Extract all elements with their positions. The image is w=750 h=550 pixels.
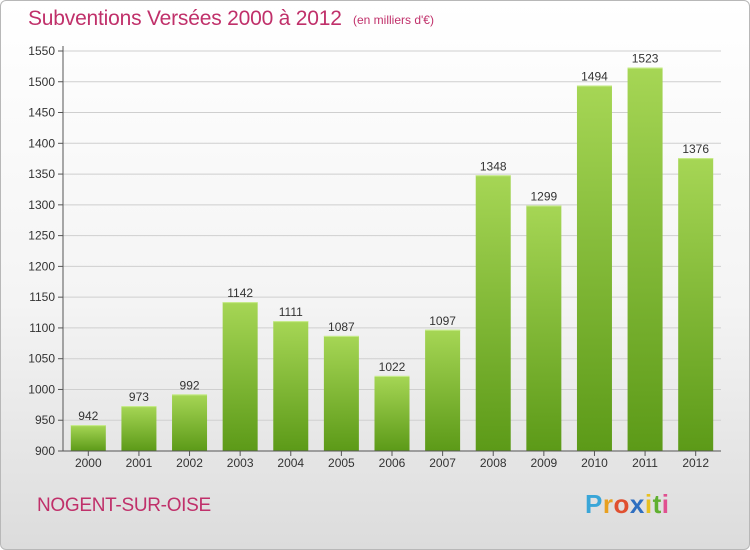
logo-letter: i — [644, 489, 653, 519]
x-tick-label-2003: 2003 — [227, 456, 254, 470]
bar-2006 — [374, 375, 410, 451]
data-labels: 942 973 992 1142 1111 1087 1022 1097 1348 1299 149… — [78, 52, 709, 424]
data-label-2005: 1087 — [328, 320, 355, 334]
data-label-2006: 1022 — [379, 360, 406, 374]
y-tick-label: 1200 — [28, 259, 55, 273]
x-tick-label-2000: 2000 — [75, 456, 102, 470]
x-tick-label-2011: 2011 — [632, 456, 658, 470]
x-tick-label-2006: 2006 — [379, 456, 406, 470]
data-label-2000: 942 — [78, 409, 98, 423]
data-label-2001: 973 — [129, 390, 149, 404]
data-label-2012: 1376 — [682, 142, 709, 156]
y-tick-label: 1050 — [28, 352, 55, 366]
y-tick-label: 1400 — [28, 136, 55, 150]
data-label-2003: 1142 — [227, 286, 253, 300]
bar-2004 — [273, 321, 309, 451]
data-label-2004: 1111 — [279, 305, 303, 319]
data-label-2007: 1097 — [429, 314, 456, 328]
bar-2010 — [576, 85, 612, 451]
y-tick-label: 1450 — [28, 106, 55, 120]
x-axis-ticks: 2000 2001 2002 2003 2004 2005 2006 2007 2008 2009… — [75, 451, 709, 470]
x-tick-label-2012: 2012 — [682, 456, 709, 470]
data-label-2009: 1299 — [530, 189, 557, 203]
y-tick-label: 1550 — [28, 44, 55, 58]
logo-letter: P — [585, 489, 603, 519]
y-tick-label: 1000 — [28, 382, 55, 396]
data-label-2008: 1348 — [480, 159, 507, 173]
chart-subtitle: (en milliers d'€) — [353, 13, 434, 27]
y-tick-label: 900 — [35, 444, 55, 458]
data-label-2011: 1523 — [632, 52, 659, 66]
data-label-2010: 1494 — [581, 69, 608, 83]
y-tick-label: 1350 — [28, 167, 55, 181]
logo-letter: t — [652, 489, 662, 519]
bar-2012 — [678, 158, 714, 452]
x-tick-label-2010: 2010 — [581, 456, 608, 470]
y-tick-label: 1150 — [29, 290, 55, 304]
x-tick-label-2009: 2009 — [530, 456, 557, 470]
x-tick-label-2005: 2005 — [328, 456, 355, 470]
bar-2011 — [627, 67, 663, 451]
bar-2009 — [526, 205, 562, 451]
bar-2003 — [222, 302, 258, 451]
y-tick-label: 1300 — [28, 198, 55, 212]
logo-letter: i — [661, 489, 670, 519]
commune-name: NOGENT-SUR-OISE — [37, 495, 211, 516]
x-tick-label-2004: 2004 — [277, 456, 304, 470]
bar-2001 — [121, 406, 157, 451]
y-tick-label: 1500 — [28, 75, 55, 89]
bar-2008 — [475, 175, 511, 452]
y-tick-label: 1250 — [28, 229, 55, 243]
bar-2002 — [172, 394, 208, 451]
logo-letter: x — [629, 489, 645, 519]
axes — [62, 46, 721, 452]
y-tick-label: 1100 — [29, 321, 55, 335]
x-tick-label-2001: 2001 — [126, 456, 153, 470]
x-tick-label-2002: 2002 — [176, 456, 203, 470]
x-tick-label-2008: 2008 — [480, 456, 507, 470]
y-axis-ticks: 900 950 1000 1050 1100 1150 1200 1250 1300 1350 14… — [28, 44, 63, 458]
bars — [70, 67, 714, 452]
bar-2000 — [70, 425, 106, 451]
y-tick-label: 950 — [35, 413, 55, 427]
logo-letter: r — [602, 489, 614, 519]
bar-2007 — [425, 329, 461, 451]
logo-letter: o — [613, 489, 630, 519]
x-tick-label-2007: 2007 — [429, 456, 456, 470]
data-label-2002: 992 — [180, 378, 200, 392]
chart-title: Subventions Versées 2000 à 2012 — [28, 7, 342, 30]
proxiti-logo: Proxiti — [585, 489, 669, 520]
bar-2005 — [323, 335, 359, 451]
